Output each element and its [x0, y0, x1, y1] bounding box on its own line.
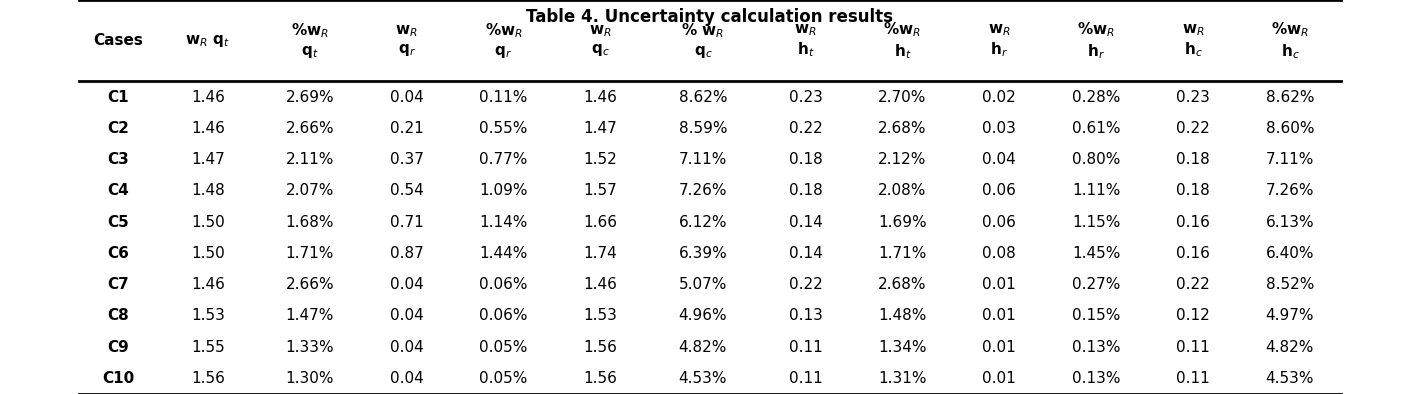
Text: Table 4. Uncertainty calculation results: Table 4. Uncertainty calculation results [527, 8, 893, 26]
